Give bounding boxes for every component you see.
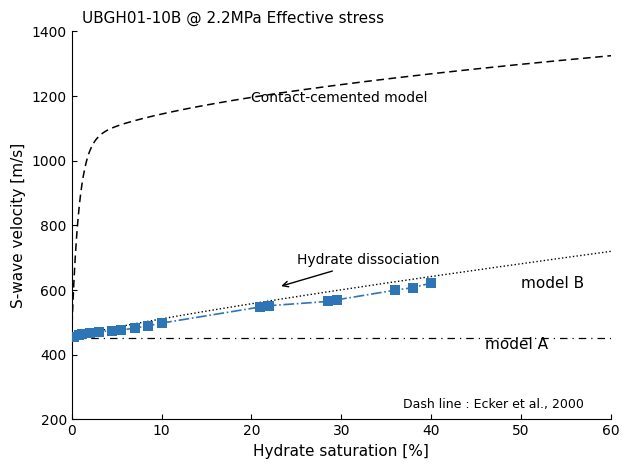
Point: [332, 296, 342, 304]
Point: [264, 302, 274, 309]
Point: [69, 333, 80, 341]
X-axis label: Hydrate saturation [%]: Hydrate saturation [%]: [254, 444, 429, 459]
Point: [390, 286, 400, 294]
Point: [78, 330, 88, 337]
Point: [323, 298, 333, 305]
Text: model A: model A: [485, 337, 548, 352]
Point: [116, 326, 126, 334]
Point: [426, 279, 436, 287]
Text: UBGH01-10B @ 2.2MPa Effective stress: UBGH01-10B @ 2.2MPa Effective stress: [83, 11, 384, 26]
Point: [256, 303, 266, 311]
Text: Hydrate dissociation: Hydrate dissociation: [283, 253, 440, 287]
Y-axis label: S-wave velocity [m/s]: S-wave velocity [m/s]: [11, 143, 26, 308]
Point: [93, 328, 103, 336]
Point: [129, 324, 139, 332]
Text: Dash line : Ecker et al., 2000: Dash line : Ecker et al., 2000: [403, 399, 584, 411]
Point: [85, 329, 95, 337]
Point: [107, 327, 117, 334]
Point: [156, 319, 167, 327]
Point: [74, 331, 84, 338]
Text: model B: model B: [521, 276, 584, 291]
Point: [408, 284, 418, 291]
Point: [143, 322, 153, 329]
Text: Contact-cemented model: Contact-cemented model: [252, 91, 428, 105]
